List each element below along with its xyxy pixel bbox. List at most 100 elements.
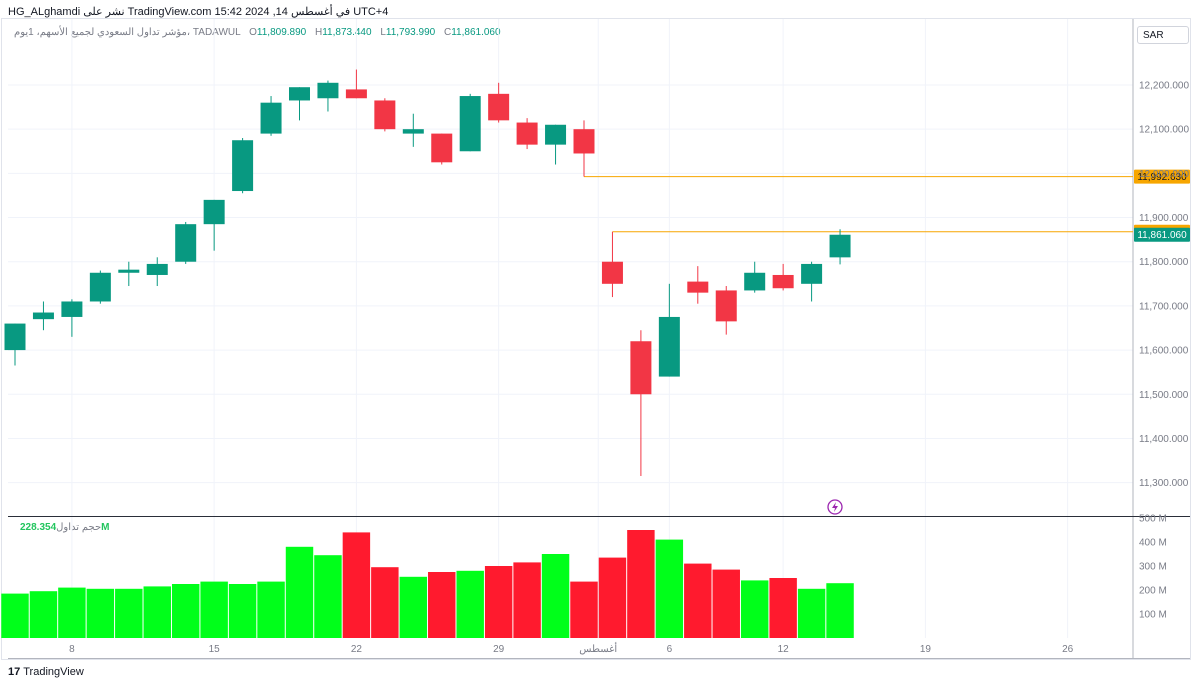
candle-body: [459, 96, 481, 152]
candle-body: [89, 272, 111, 302]
candle-body: [744, 272, 766, 291]
candle-body: [630, 341, 652, 395]
volume-bar: [257, 581, 285, 638]
candle-body: [658, 316, 680, 377]
volume-bars: [1, 530, 854, 638]
candle-body: [146, 263, 168, 275]
volume-label[interactable]: حجم تداول: [56, 522, 102, 533]
open-label: O: [249, 27, 257, 38]
axis-labels: 12,200.000 12,100.000 12,000.000 11,900.000…: [69, 81, 1189, 656]
price-line-badge: [1134, 169, 1190, 184]
volume-bar: [285, 546, 314, 638]
candle-body: [516, 122, 538, 145]
volume-legend: حجم تداول228.354M: [14, 522, 109, 533]
volume-bar: [684, 563, 712, 638]
volume-bar: [314, 555, 342, 638]
price-tick-label: 11,700.000: [1139, 301, 1189, 312]
open-value: 11,809.890: [256, 27, 307, 38]
low-value: 11,793.990: [385, 27, 436, 38]
price-tick-label: 11,600.000: [1139, 346, 1189, 357]
volume-bar: [513, 562, 541, 638]
volume-bar: [143, 586, 171, 638]
price-line-label: 11,992.630: [1137, 172, 1187, 183]
time-tick-label: 26: [1062, 644, 1074, 655]
axes: [1, 18, 1191, 660]
volume-bar: [769, 578, 797, 638]
volume-bar: [399, 576, 428, 638]
price-tick-label: 12,100.000: [1139, 125, 1189, 136]
volume-tick-label: 200 M: [1139, 586, 1167, 597]
time-tick-label: أغسطس: [579, 642, 617, 655]
grid: [8, 18, 1133, 638]
candle-body: [431, 133, 453, 163]
tradingview-logo-icon[interactable]: 17: [8, 666, 21, 678]
candle-body: [345, 89, 367, 99]
candle-body: [118, 269, 140, 273]
volume-bar: [58, 587, 86, 638]
volume-bar: [171, 584, 200, 638]
candle-body: [772, 274, 794, 289]
price-tick-label: 11,900.000: [1139, 213, 1189, 224]
time-tick-label: 29: [493, 644, 505, 655]
publish-line: HG_ALghamdi نشر على TradingView.com في أ…: [8, 6, 389, 18]
volume-bar: [598, 557, 627, 638]
footer: 17 TradingView: [8, 666, 84, 678]
price-tick-label: 11,800.000: [1139, 257, 1189, 268]
price-tick-label: 11,400.000: [1139, 434, 1189, 445]
volume-bar: [342, 532, 371, 638]
candle-body: [488, 93, 510, 121]
volume-bar: [797, 588, 826, 638]
volume-bar: [570, 581, 598, 638]
candle-body: [61, 301, 83, 317]
symbol-name[interactable]: مؤشر تداول السعودي لجميع الأسهم، 1يوم، T…: [14, 27, 241, 38]
candle-body: [573, 129, 595, 154]
candle-body: [829, 234, 851, 258]
volume-bar: [826, 583, 854, 638]
volume-bar: [1, 593, 29, 638]
volume-bar: [712, 569, 740, 638]
candle-body: [260, 102, 282, 134]
chart-frame: [1, 18, 1191, 660]
volume-tick-label: 400 M: [1139, 538, 1167, 549]
candle-body: [402, 129, 424, 134]
volume-bar: [428, 572, 456, 638]
time-tick-label: 22: [351, 644, 363, 655]
candle-body: [32, 312, 54, 320]
volume-bar: [456, 570, 484, 638]
volume-bar: [29, 591, 58, 638]
volume-bar: [740, 580, 769, 638]
volume-bar: [200, 581, 228, 638]
currency-selector[interactable]: SAR: [1137, 26, 1189, 44]
candle-body: [289, 87, 310, 101]
candle-body: [203, 199, 225, 225]
volume-bar: [627, 530, 655, 638]
candle-body: [4, 323, 26, 351]
volume-tick-label: 300 M: [1139, 562, 1167, 573]
flash-icon[interactable]: [827, 499, 843, 515]
candle-body: [687, 281, 709, 293]
candle-body: [601, 261, 623, 284]
candle-body: [374, 100, 396, 130]
price-tick-label: 11,500.000: [1139, 390, 1189, 401]
candle-body: [175, 224, 197, 262]
volume-value: 228.354M: [20, 522, 110, 533]
volume-bar: [655, 539, 684, 638]
price-tick-label: 12,000.000: [1139, 169, 1189, 180]
volume-tick-label: 100 M: [1139, 610, 1167, 621]
symbol-legend: مؤشر تداول السعودي لجميع الأسهم، 1يوم، T…: [14, 27, 501, 38]
volume-bar: [484, 566, 513, 638]
price-tick-label: 11,300.000: [1139, 478, 1189, 489]
close-value: 11,861.060: [451, 27, 501, 38]
footer-brand[interactable]: TradingView: [23, 666, 84, 678]
low-label: L: [380, 27, 386, 38]
candle-body: [232, 140, 254, 192]
last-price-label: 11,861.060: [1137, 230, 1187, 241]
volume-tick-label: 500 M: [1139, 514, 1167, 525]
time-tick-label: 12: [778, 644, 790, 655]
candle-body: [545, 124, 567, 145]
time-tick-label: 15: [209, 644, 221, 655]
volume-bar: [86, 588, 115, 638]
volume-bar: [228, 584, 257, 638]
